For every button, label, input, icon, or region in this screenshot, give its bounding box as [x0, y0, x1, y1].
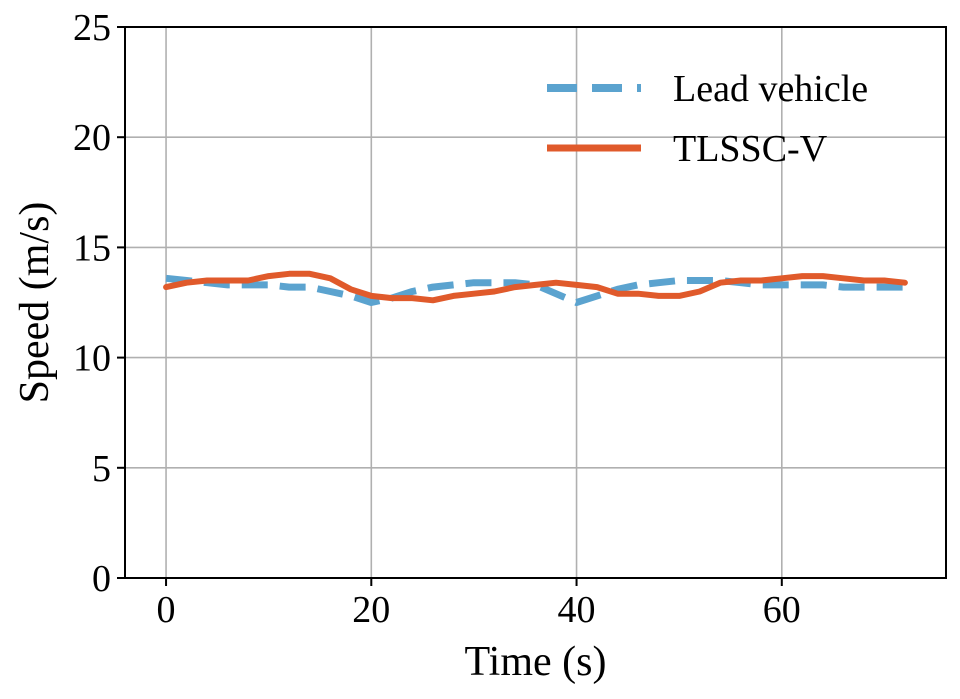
x-axis-title: Time (s): [465, 639, 607, 685]
y-tick-label: 20: [73, 117, 111, 159]
legend: Lead vehicle TLSSC-V: [547, 68, 868, 170]
y-tick-label: 25: [73, 7, 111, 49]
legend-label-0: Lead vehicle: [673, 68, 868, 110]
legend-label-1: TLSSC-V: [673, 128, 828, 170]
series-line-0: [165, 274, 905, 306]
y-tick-label: 0: [92, 558, 111, 600]
y-tick-label: 10: [73, 338, 111, 380]
series-group: [163, 270, 908, 306]
x-tick-label: 0: [157, 589, 176, 631]
y-tick-label: 5: [92, 448, 111, 490]
plot-frame: [124, 26, 947, 579]
series-line-1: [163, 270, 908, 304]
x-tick-label: 40: [558, 589, 596, 631]
ticks: 0 20 40 60 0 5 10 15 20 25: [73, 7, 801, 631]
x-tick-label: 60: [763, 589, 801, 631]
y-axis-title: Speed (m/s): [12, 202, 58, 404]
y-tick-label: 15: [73, 227, 111, 269]
x-tick-label: 20: [352, 589, 390, 631]
